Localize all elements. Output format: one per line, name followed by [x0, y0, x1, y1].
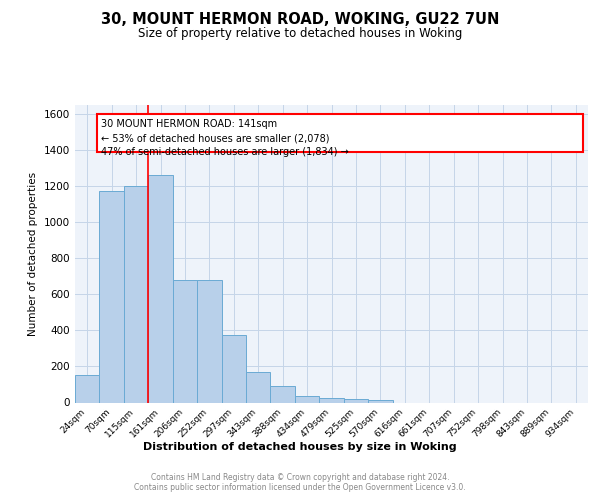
Bar: [148, 176, 173, 402]
Text: 30 MOUNT HERMON ROAD: 141sqm
← 53% of detached houses are smaller (2,078)
47% of: 30 MOUNT HERMON ROAD: 141sqm ← 53% of de…: [101, 120, 349, 158]
Text: Size of property relative to detached houses in Woking: Size of property relative to detached ho…: [138, 28, 462, 40]
Bar: [173, 280, 197, 402]
Text: 30, MOUNT HERMON ROAD, WOKING, GU22 7UN: 30, MOUNT HERMON ROAD, WOKING, GU22 7UN: [101, 12, 499, 28]
Text: Distribution of detached houses by size in Woking: Distribution of detached houses by size …: [143, 442, 457, 452]
Bar: [75, 376, 100, 402]
Bar: [221, 335, 246, 402]
Bar: [124, 186, 148, 402]
Bar: [319, 398, 344, 402]
Bar: [100, 190, 124, 402]
Bar: [271, 386, 295, 402]
Text: Contains HM Land Registry data © Crown copyright and database right 2024.
Contai: Contains HM Land Registry data © Crown c…: [134, 473, 466, 492]
Bar: [344, 399, 368, 402]
Bar: [197, 280, 221, 402]
Bar: [368, 400, 392, 402]
Bar: [97, 114, 583, 152]
Bar: [295, 396, 319, 402]
Y-axis label: Number of detached properties: Number of detached properties: [28, 172, 38, 336]
Bar: [246, 372, 271, 402]
